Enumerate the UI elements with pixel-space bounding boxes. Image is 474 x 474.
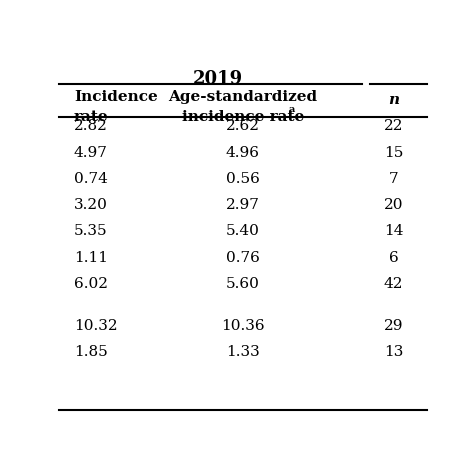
Text: 1.85: 1.85 bbox=[74, 345, 108, 359]
Text: 20: 20 bbox=[384, 198, 403, 212]
Text: a: a bbox=[288, 105, 295, 114]
Text: incidence rate: incidence rate bbox=[182, 110, 304, 124]
Text: 2.82: 2.82 bbox=[74, 119, 108, 133]
Text: 2.97: 2.97 bbox=[226, 198, 260, 212]
Text: 3.20: 3.20 bbox=[74, 198, 108, 212]
Text: 6: 6 bbox=[389, 251, 399, 264]
Text: 10.36: 10.36 bbox=[221, 319, 265, 333]
Text: 0.76: 0.76 bbox=[226, 251, 260, 264]
Text: Age-standardized: Age-standardized bbox=[168, 90, 318, 104]
Text: 13: 13 bbox=[384, 345, 403, 359]
Text: 1.11: 1.11 bbox=[74, 251, 108, 264]
Text: 2019: 2019 bbox=[193, 70, 243, 88]
Text: 7: 7 bbox=[389, 172, 398, 186]
Text: 0.56: 0.56 bbox=[226, 172, 260, 186]
Text: 15: 15 bbox=[384, 146, 403, 160]
Text: 4.96: 4.96 bbox=[226, 146, 260, 160]
Text: 4.97: 4.97 bbox=[74, 146, 108, 160]
Text: 5.35: 5.35 bbox=[74, 224, 108, 238]
Text: 6.02: 6.02 bbox=[74, 277, 108, 291]
Text: n: n bbox=[388, 93, 399, 107]
Text: 2.62: 2.62 bbox=[226, 119, 260, 133]
Text: 29: 29 bbox=[384, 319, 403, 333]
Text: 5.40: 5.40 bbox=[226, 224, 260, 238]
Text: Incidence: Incidence bbox=[74, 90, 158, 104]
Text: 0.74: 0.74 bbox=[74, 172, 108, 186]
Text: 1.33: 1.33 bbox=[226, 345, 260, 359]
Text: rate: rate bbox=[74, 110, 109, 124]
Text: 22: 22 bbox=[384, 119, 403, 133]
Text: 42: 42 bbox=[384, 277, 403, 291]
Text: 5.60: 5.60 bbox=[226, 277, 260, 291]
Text: 10.32: 10.32 bbox=[74, 319, 118, 333]
Text: 14: 14 bbox=[384, 224, 403, 238]
